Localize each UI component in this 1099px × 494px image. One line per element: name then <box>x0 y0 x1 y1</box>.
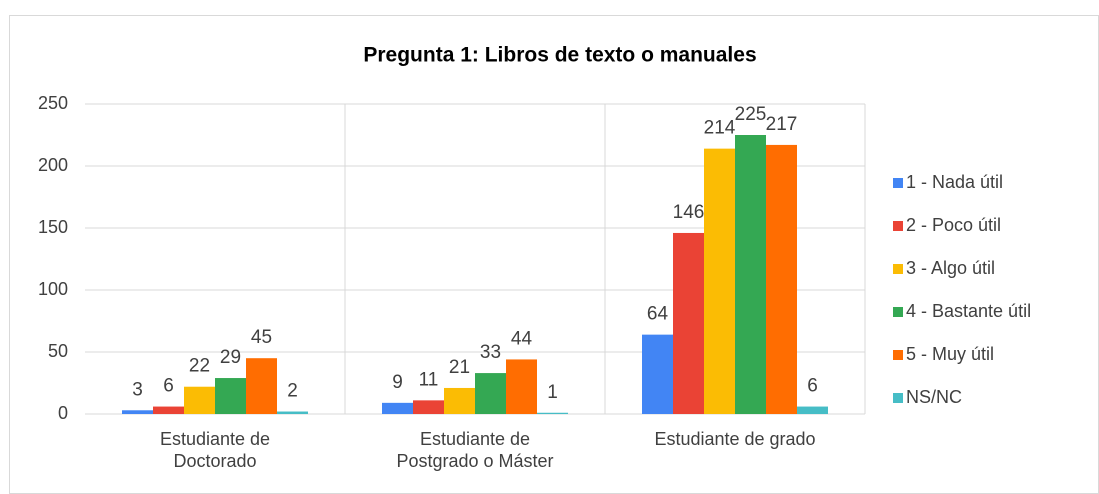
legend-swatch <box>893 264 903 274</box>
x-tick-label: Estudiante de Doctorado <box>159 429 271 471</box>
bar <box>642 334 673 414</box>
legend-swatch <box>893 221 903 231</box>
bar <box>246 358 277 414</box>
y-tick-label: 50 <box>48 341 68 361</box>
bar <box>184 386 215 414</box>
data-label: 6 <box>163 376 174 397</box>
bar <box>704 148 735 414</box>
bar <box>506 359 537 414</box>
legend-swatch <box>893 393 903 403</box>
data-label: 214 <box>704 118 736 139</box>
y-tick-label: 100 <box>38 279 68 299</box>
bar <box>797 406 828 414</box>
legend-swatch <box>893 350 903 360</box>
bar <box>413 400 444 414</box>
bar <box>537 412 568 414</box>
data-label: 33 <box>480 342 501 363</box>
y-tick-label: 250 <box>38 93 68 113</box>
legend-swatch <box>893 178 903 188</box>
chart-border <box>9 15 1099 494</box>
data-label: 2 <box>287 381 298 402</box>
legend-swatch <box>893 307 903 317</box>
bar <box>382 402 413 414</box>
bar <box>673 232 704 414</box>
y-tick-label: 200 <box>38 155 68 175</box>
data-label: 45 <box>251 327 272 348</box>
bar <box>122 410 153 414</box>
data-label: 217 <box>766 114 798 135</box>
y-tick-label: 150 <box>38 217 68 237</box>
legend-label: 5 - Muy útil <box>906 344 994 364</box>
x-tick-label: Estudiante de Postgrado o Máster <box>396 429 554 471</box>
legend-label: 3 - Algo útil <box>906 258 995 278</box>
chart-title: Pregunta 1: Libros de texto o manuales <box>363 44 756 67</box>
bar <box>735 135 766 414</box>
bar <box>153 406 184 414</box>
legend-label: 1 - Nada útil <box>906 172 1003 192</box>
legend-label: 4 - Bastante útil <box>906 301 1031 321</box>
y-tick-label: 0 <box>58 403 68 423</box>
bar <box>215 378 246 414</box>
bar <box>475 373 506 414</box>
data-label: 11 <box>419 369 439 390</box>
data-label: 3 <box>132 379 143 400</box>
bar <box>444 387 475 414</box>
data-label: 22 <box>189 356 210 377</box>
data-label: 6 <box>807 376 818 397</box>
data-label: 21 <box>449 357 470 378</box>
bar <box>277 411 308 414</box>
legend-label: NS/NC <box>906 387 962 407</box>
data-label: 44 <box>511 328 533 349</box>
data-label: 225 <box>735 104 767 125</box>
x-tick-label: Estudiante de grado <box>654 429 816 449</box>
data-label: 146 <box>673 202 705 223</box>
data-label: 1 <box>547 382 558 403</box>
bar <box>766 144 797 415</box>
legend-label: 2 - Poco útil <box>906 215 1001 235</box>
data-label: 29 <box>220 347 241 368</box>
data-label: 9 <box>392 372 403 393</box>
data-label: 64 <box>647 304 669 325</box>
